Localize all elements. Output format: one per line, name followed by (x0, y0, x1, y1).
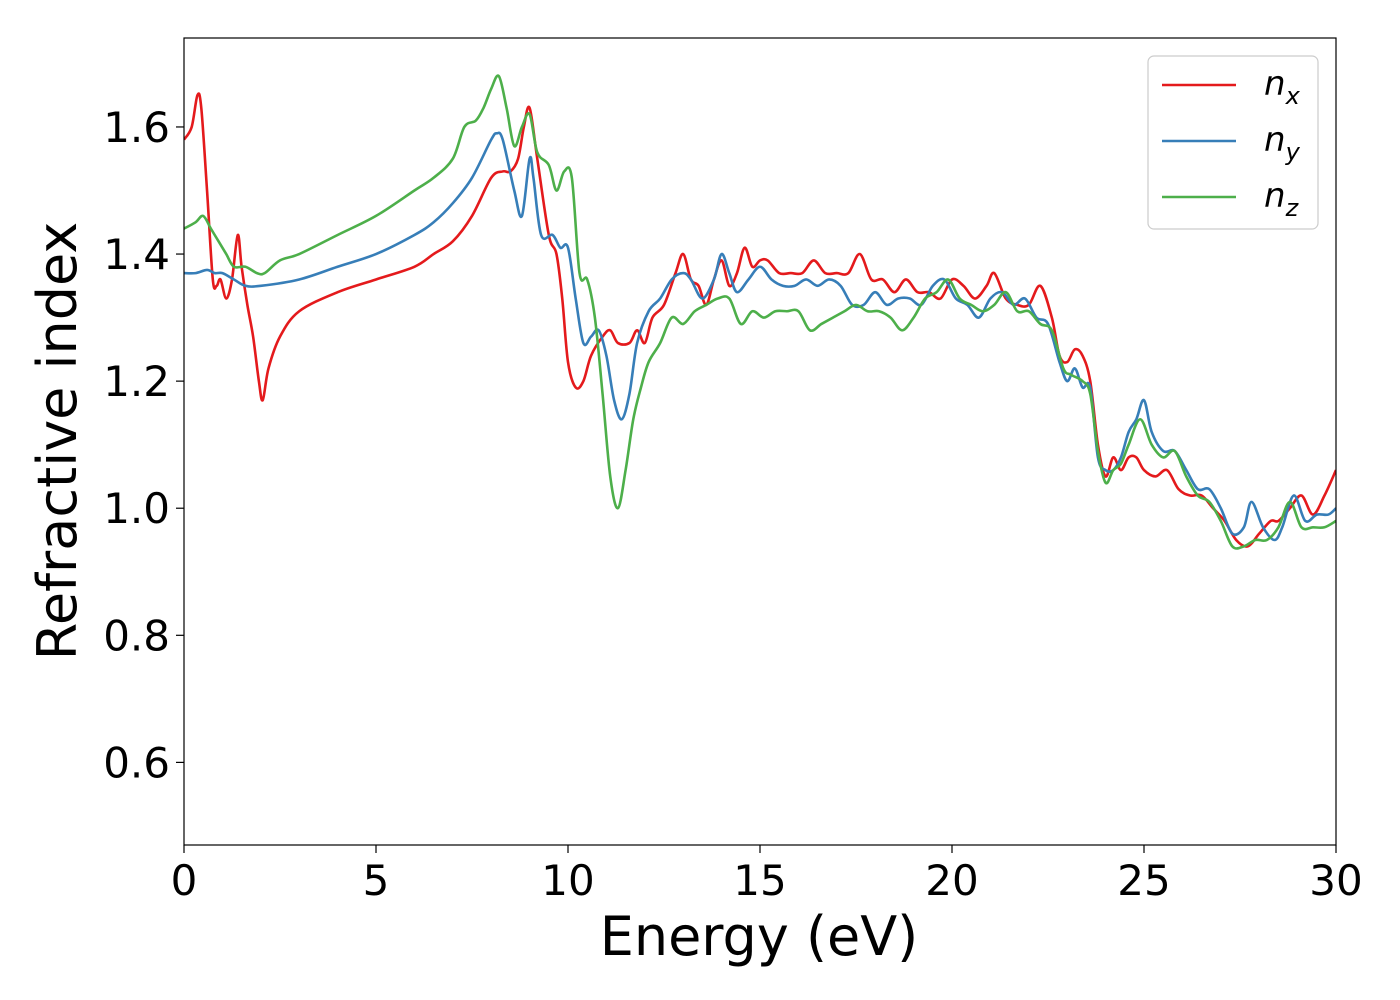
y-tick-label: 0.8 (103, 611, 170, 660)
x-axis-ticks: 0 5 10 15 20 25 30 (171, 845, 1363, 905)
series-line-ny (184, 131, 1336, 542)
legend-label-nz: nz (1264, 176, 1300, 222)
y-tick-label: 1.4 (103, 230, 170, 279)
x-axis-title: Energy (eV) (600, 905, 919, 968)
x-tick-label: 15 (733, 856, 786, 905)
x-tick-label: 20 (925, 856, 978, 905)
series-line-nz (184, 74, 1336, 550)
x-tick-label: 30 (1309, 856, 1362, 905)
series-line-nx (184, 92, 1336, 548)
legend-label-ny: ny (1264, 120, 1301, 166)
x-tick-label: 0 (171, 856, 198, 905)
y-tick-label: 1.6 (103, 103, 170, 152)
plot-lines (184, 74, 1336, 550)
x-tick-label: 10 (541, 856, 594, 905)
y-tick-label: 1.0 (103, 484, 170, 533)
x-tick-label: 25 (1117, 856, 1170, 905)
y-tick-label: 1.2 (103, 357, 170, 406)
legend-label-nx: nx (1264, 64, 1301, 110)
x-tick-label: 5 (363, 856, 390, 905)
y-axis-ticks: 0.6 0.8 1.0 1.2 1.4 1.6 (103, 103, 184, 787)
legend-box (1147, 55, 1319, 230)
y-axis-title: Refractive index (26, 222, 89, 661)
y-tick-label: 0.6 (103, 738, 170, 787)
legend: nx ny nz (1147, 55, 1319, 230)
